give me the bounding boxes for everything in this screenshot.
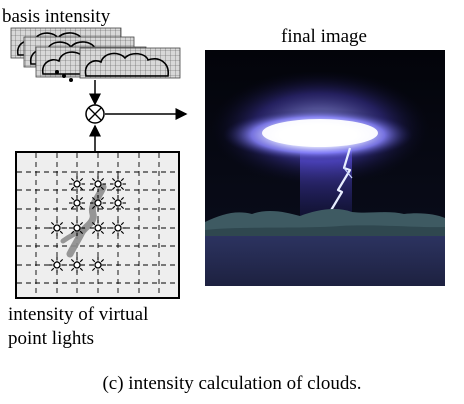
- point-light-icon: [69, 220, 85, 236]
- point-light-icon: [110, 176, 126, 192]
- basis-intensity-stack: [10, 27, 181, 82]
- ellipsis-dots: [55, 70, 73, 82]
- vpl-label-line2: point lights: [8, 328, 94, 349]
- point-light-icon: [49, 257, 65, 273]
- lightning-bolt: [329, 147, 352, 213]
- final-image: [205, 50, 445, 286]
- water-plane: [205, 236, 445, 286]
- point-light-icon: [69, 257, 85, 273]
- point-light-icon: [90, 176, 106, 192]
- point-light-group: [49, 176, 126, 273]
- final-image-label: final image: [281, 26, 367, 47]
- vpl-label-line1: intensity of virtual: [8, 304, 148, 325]
- point-light-icon: [110, 195, 126, 211]
- figure-caption: (c) intensity calculation of clouds.: [102, 373, 361, 394]
- basis-intensity-label: basis intensity: [2, 6, 111, 27]
- point-light-icon: [49, 220, 65, 236]
- virtual-point-lights-panel: [15, 151, 180, 299]
- point-light-icon: [69, 195, 85, 211]
- cloud-tile-4: [79, 47, 181, 79]
- point-light-icon: [90, 257, 106, 273]
- point-light-icon: [110, 220, 126, 236]
- point-light-icon: [90, 220, 106, 236]
- point-light-icon: [90, 195, 106, 211]
- circle-times-icon: [85, 104, 105, 124]
- point-light-icon: [69, 176, 85, 192]
